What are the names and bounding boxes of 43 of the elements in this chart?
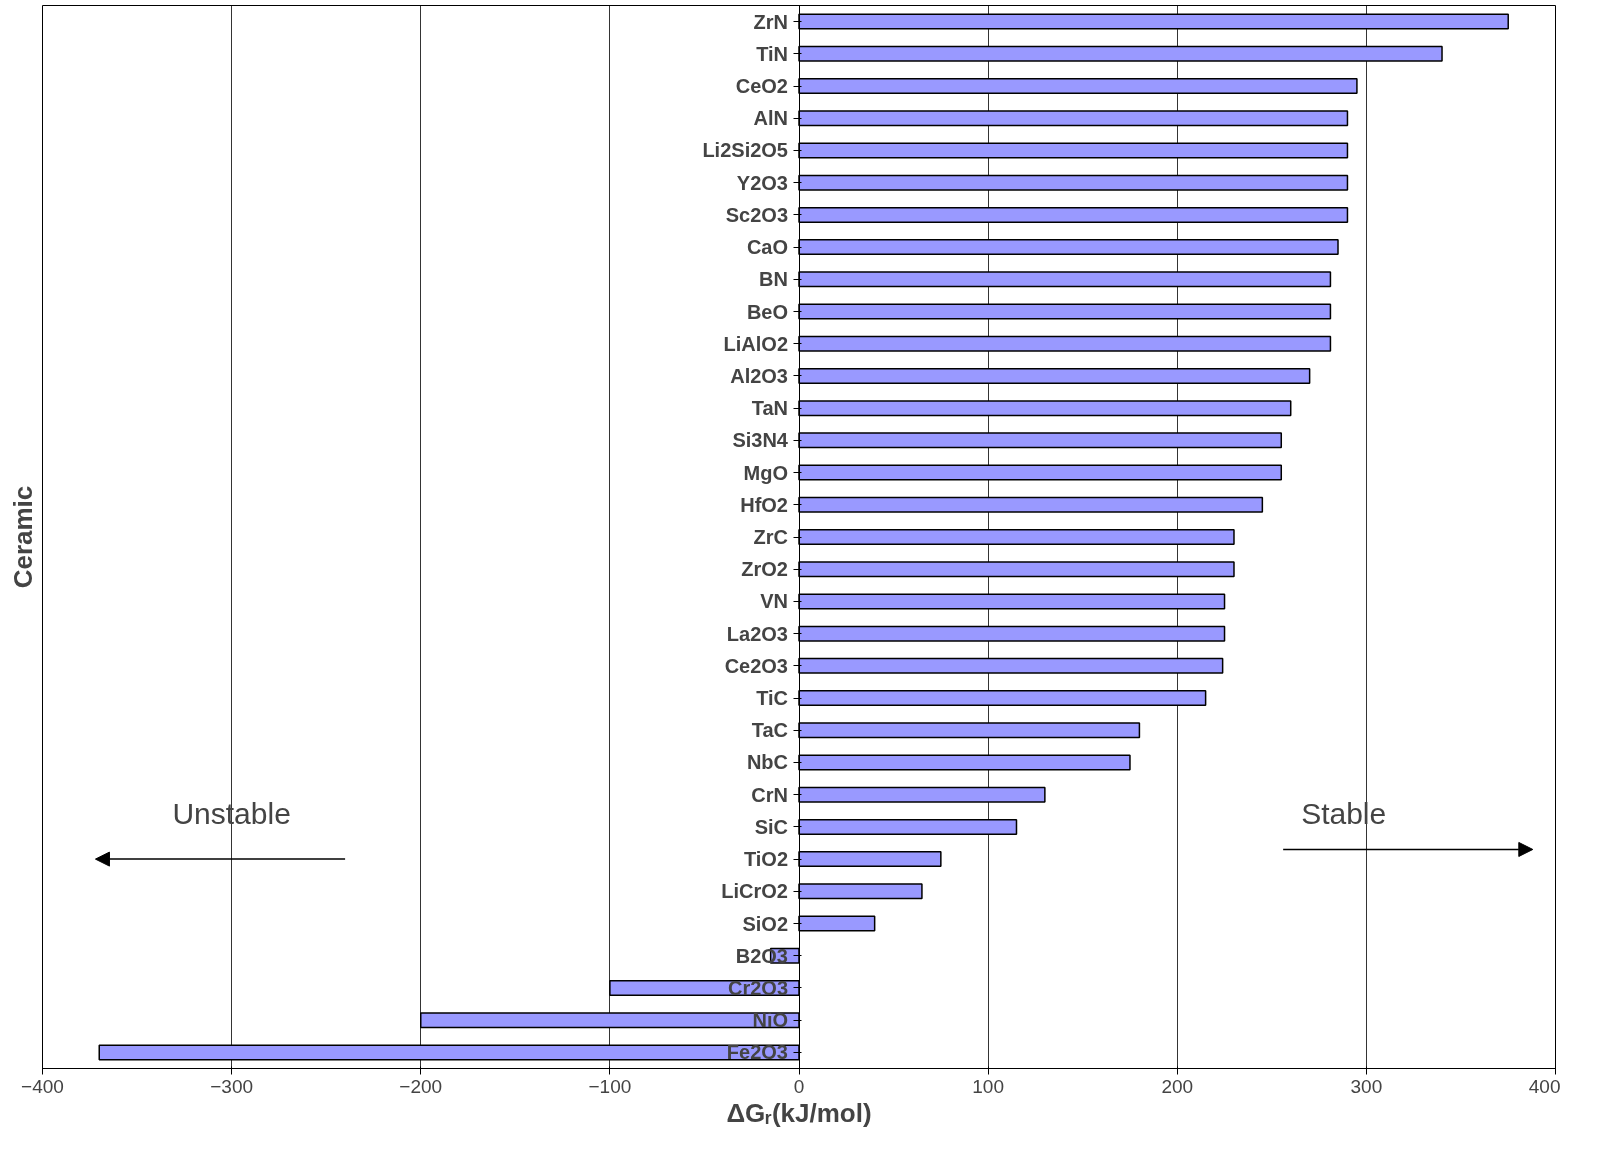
y-tick-label: Si3N4 [732,429,789,452]
y-tick-label: Al2O3 [730,364,789,387]
x-tick-label: −100 [588,1075,632,1097]
y-tick-label: NbC [746,751,789,774]
y-tick-label: SiC [754,815,788,838]
y-tick-label: Li2Si2O5 [702,139,789,162]
y-tick-label: TiN [756,42,788,65]
x-tick-label: 400 [1528,1075,1561,1097]
x-tick-label: 200 [1161,1075,1194,1097]
x-tick-label: 0 [793,1075,805,1097]
x-tick-label: −200 [399,1075,443,1097]
x-axis-title: ΔGᵣ(kJ/mol) [726,1097,872,1128]
x-tick-label: −400 [21,1075,64,1097]
x-tick-label: 100 [972,1075,1004,1097]
y-tick-label: TaN [751,397,789,420]
y-tick-label: Ce2O3 [724,654,789,677]
x-tick-label: 300 [1350,1075,1383,1097]
y-tick-label: SiO2 [742,912,788,935]
y-tick-label: HfO2 [740,493,789,516]
y-tick-label: NiO [752,1009,789,1032]
y-tick-label: Cr2O3 [727,976,788,999]
y-tick-label: TiC [756,687,788,710]
y-tick-label: BN [759,268,788,291]
y-tick-label: ZrO2 [741,558,789,581]
y-tick-label: Sc2O3 [725,203,788,226]
y-tick-label: ZrN [753,10,789,33]
y-tick-label: MgO [743,461,788,484]
y-tick-label: AlN [753,107,789,130]
y-tick-label: Y2O3 [736,171,789,194]
y-tick-label: VN [760,590,789,613]
y-tick-label: LiAlO2 [723,332,788,355]
y-tick-label: ZrC [753,526,789,548]
y-tick-label: Fe2O3 [726,1041,789,1064]
x-tick-label: −300 [210,1075,254,1097]
y-tick-label: LiCrO2 [721,880,789,903]
y-tick-label: TaC [751,719,789,742]
y-tick-label: CeO2 [735,75,788,98]
y-tick-label: TiO2 [743,848,788,871]
y-tick-label: CrN [751,783,788,806]
y-tick-label: La2O3 [726,622,789,645]
y-axis-title: Ceramic [7,485,38,589]
y-tick-label: BeO [746,300,788,323]
y-tick-label: CaO [746,236,788,259]
